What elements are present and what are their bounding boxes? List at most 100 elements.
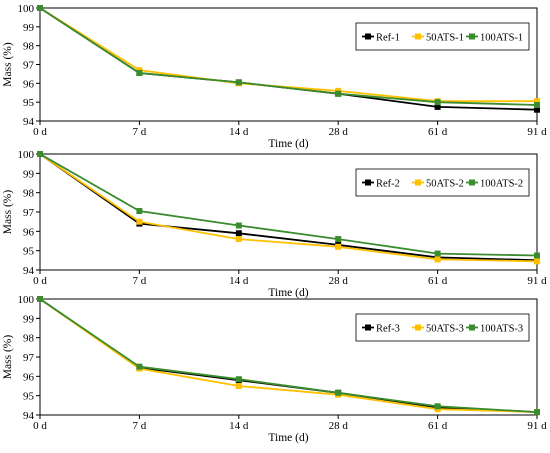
y-tick-label: 100 xyxy=(18,294,35,306)
y-tick-label: 94 xyxy=(23,116,35,128)
y-tick-label: 99 xyxy=(23,313,35,325)
legend: Ref-2 50ATS-2 100ATS-2 xyxy=(355,168,530,197)
y-tick-label: 96 xyxy=(23,226,35,238)
y-tick-label: 99 xyxy=(23,168,35,180)
data-point xyxy=(235,383,242,389)
x-tick-label: 14 d xyxy=(229,275,249,287)
data-point xyxy=(335,243,342,250)
data-point xyxy=(335,389,342,396)
data-point xyxy=(335,90,342,97)
data-point xyxy=(434,103,441,110)
y-axis-title: Mass (%) xyxy=(2,42,14,87)
series-line-50ATS-3 xyxy=(39,298,538,413)
y-tick-label: 100 xyxy=(18,3,35,15)
legend-label: 100ATS-3 xyxy=(480,324,523,335)
legend-label: 50ATS-1 xyxy=(426,33,464,44)
x-tick-label: 0 d xyxy=(33,275,47,287)
x-tick-label: 7 d xyxy=(133,126,147,138)
data-point xyxy=(534,258,540,265)
data-point xyxy=(534,409,540,416)
x-axis-title: Time (d) xyxy=(268,432,308,444)
y-tick-label: 97 xyxy=(23,352,35,364)
legend-label: 50ATS-3 xyxy=(426,324,464,335)
y-tick-label: 95 xyxy=(23,246,35,258)
legend-swatch-marker xyxy=(365,179,371,186)
y-tick-label: 97 xyxy=(23,207,35,219)
x-tick-label: 91 d xyxy=(527,126,547,138)
x-tick-label: 14 d xyxy=(229,420,249,432)
y-tick-label: 96 xyxy=(23,78,35,90)
legend-swatch-marker xyxy=(415,33,421,40)
data-point xyxy=(534,252,540,259)
chart-panel-1: 94 95 96 97 98 99 100 0 d 7 d 14 d 28 d 61 d 91 d Tim… xyxy=(2,3,547,150)
legend-swatch-marker xyxy=(469,324,475,331)
x-tick-label: 0 d xyxy=(33,126,47,138)
legend-box xyxy=(355,168,530,197)
y-tick-label: 95 xyxy=(23,97,35,109)
series-line-100ATS-1 xyxy=(39,7,538,106)
legend-swatch-marker xyxy=(469,33,475,40)
legend: Ref-1 50ATS-1 100ATS-1 xyxy=(355,22,530,51)
data-point xyxy=(37,151,43,157)
data-point xyxy=(136,218,143,225)
data-point xyxy=(434,99,441,106)
x-tick-label: 61 d xyxy=(428,420,448,432)
legend-box xyxy=(355,313,530,342)
legend-swatch-marker xyxy=(365,33,371,40)
legend-label: Ref-2 xyxy=(376,179,400,190)
y-tick-label: 98 xyxy=(23,41,35,53)
data-point xyxy=(136,208,143,215)
x-tick-label: 7 d xyxy=(133,420,147,432)
x-tick-label: 91 d xyxy=(527,420,547,432)
data-point xyxy=(534,106,540,113)
data-point xyxy=(136,69,143,76)
series-line-100ATS-3 xyxy=(39,298,538,413)
y-tick-label: 97 xyxy=(23,60,35,72)
data-point xyxy=(235,230,242,237)
data-point xyxy=(235,222,242,229)
legend-swatch-marker xyxy=(469,179,475,186)
legend-label: 100ATS-2 xyxy=(480,179,523,190)
y-tick-label: 95 xyxy=(23,391,35,403)
x-tick-label: 28 d xyxy=(329,126,349,138)
series-line-50ATS-1 xyxy=(39,7,537,103)
x-tick-label: 28 d xyxy=(329,420,349,432)
series-line-100ATS-2 xyxy=(39,153,538,257)
chart-panel-3: 94 95 96 97 98 99 100 0 d 7 d 14 d 28 d 61 d 91 d Tim… xyxy=(2,294,547,444)
data-point xyxy=(434,250,441,257)
legend-label: Ref-3 xyxy=(376,324,400,335)
x-tick-label: 7 d xyxy=(133,275,147,287)
x-tick-label: 28 d xyxy=(329,275,349,287)
legend: Ref-3 50ATS-3 100ATS-3 xyxy=(355,313,530,342)
data-point xyxy=(534,98,540,105)
x-tick-label: 0 d xyxy=(33,420,47,432)
y-tick-label: 100 xyxy=(18,149,35,161)
data-point xyxy=(534,101,540,108)
data-point xyxy=(434,403,441,410)
x-tick-label: 61 d xyxy=(428,126,448,138)
legend-swatch-marker xyxy=(365,324,371,331)
x-axis-title: Time (d) xyxy=(268,287,308,299)
data-point xyxy=(434,256,441,263)
y-axis-title: Mass (%) xyxy=(2,190,14,235)
data-point xyxy=(136,363,143,370)
data-point xyxy=(37,5,43,11)
data-point xyxy=(37,296,43,302)
x-axis-title: Time (d) xyxy=(268,138,308,150)
chart-panel-2: 94 95 96 97 98 99 100 0 d 7 d 14 d 28 d 61 d 91 d Tim… xyxy=(2,149,547,299)
y-tick-label: 96 xyxy=(23,371,35,383)
data-point xyxy=(335,236,342,243)
legend-box xyxy=(355,22,530,51)
data-point xyxy=(235,79,242,86)
legend-label: Ref-1 xyxy=(376,33,400,44)
y-tick-label: 94 xyxy=(23,410,35,422)
x-tick-label: 91 d xyxy=(527,275,547,287)
y-tick-label: 98 xyxy=(23,333,35,345)
legend-label: 100ATS-1 xyxy=(480,33,523,44)
data-point xyxy=(235,236,242,243)
x-tick-label: 61 d xyxy=(428,275,448,287)
series-line-50ATS-2 xyxy=(39,153,538,263)
series-line-Ref-2 xyxy=(39,153,538,262)
y-axis-title: Mass (%) xyxy=(2,335,14,380)
